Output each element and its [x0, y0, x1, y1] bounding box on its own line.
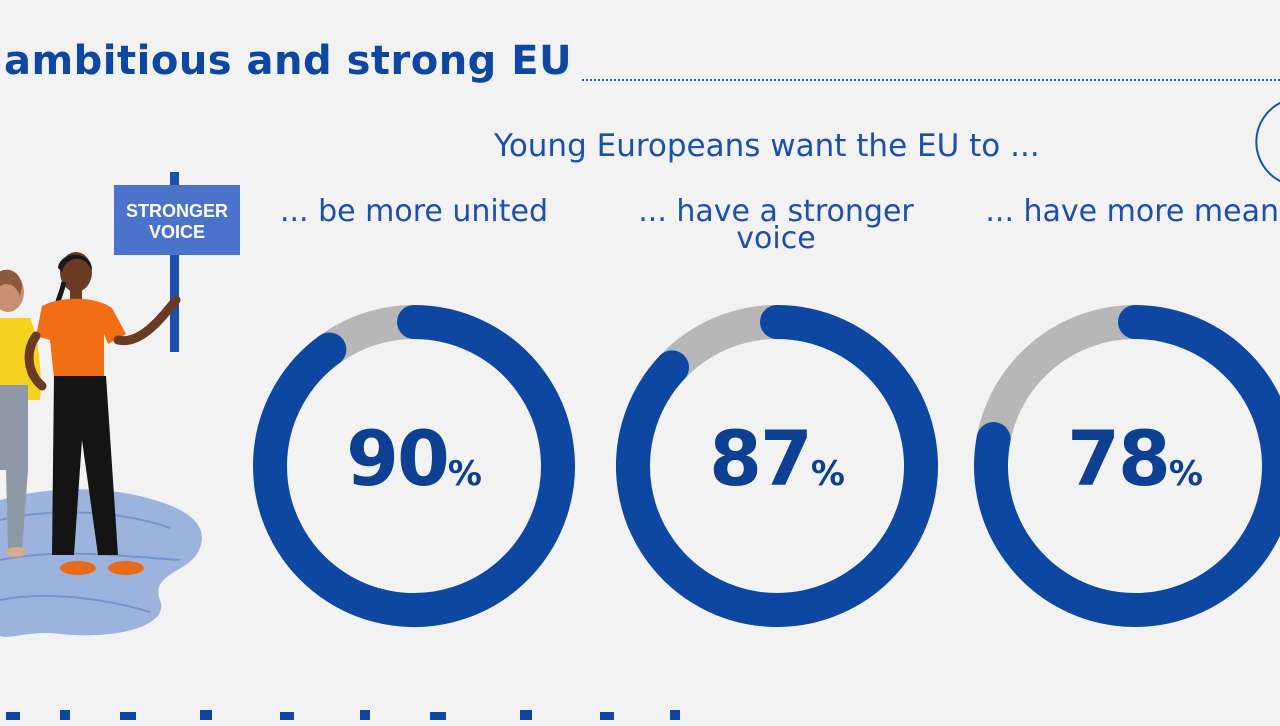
donut-slice-means: [974, 305, 1280, 627]
sign-board: [114, 185, 240, 255]
donut-value-unit: %: [1168, 454, 1203, 494]
page-title: ambitious and strong EU: [4, 38, 573, 84]
donut-slice-united: [253, 305, 575, 627]
donut-label-voice: ... have a stronger voice: [638, 194, 914, 256]
donut-label-united: ... be more united: [279, 194, 549, 229]
donut-value-number: 90: [346, 414, 450, 503]
protest-illustration: STRONGER VOICE: [0, 172, 240, 637]
donut-slice-voice: [616, 305, 938, 627]
donut-label-means: ... have more means: [985, 194, 1280, 229]
decorative-arc: [1255, 101, 1280, 183]
sign-pole: [170, 172, 179, 352]
donut-remainder-voice: [655, 305, 794, 385]
donut-value-means: 78%: [970, 414, 1280, 503]
donut-value-unit: %: [810, 454, 845, 494]
sign-line-1: STRONGER: [126, 201, 228, 221]
donut-value-unit: %: [447, 454, 482, 494]
donut-value-united: 90%: [249, 414, 579, 503]
donut-value-voice: 87%: [612, 414, 942, 503]
donut-value-number: 87: [709, 414, 813, 503]
donut-value-number: 78: [1067, 414, 1171, 503]
sign-line-2: VOICE: [149, 222, 205, 242]
chart-subtitle: Young Europeans want the EU to ...: [494, 128, 1040, 164]
cropped-heading-fragment: [6, 710, 680, 720]
donut-remainder-means: [976, 305, 1152, 457]
person-yellow-figure: [0, 269, 41, 557]
dotted-divider: [582, 79, 1280, 81]
ground-splash: [0, 489, 202, 637]
person-orange-figure: [24, 252, 181, 575]
